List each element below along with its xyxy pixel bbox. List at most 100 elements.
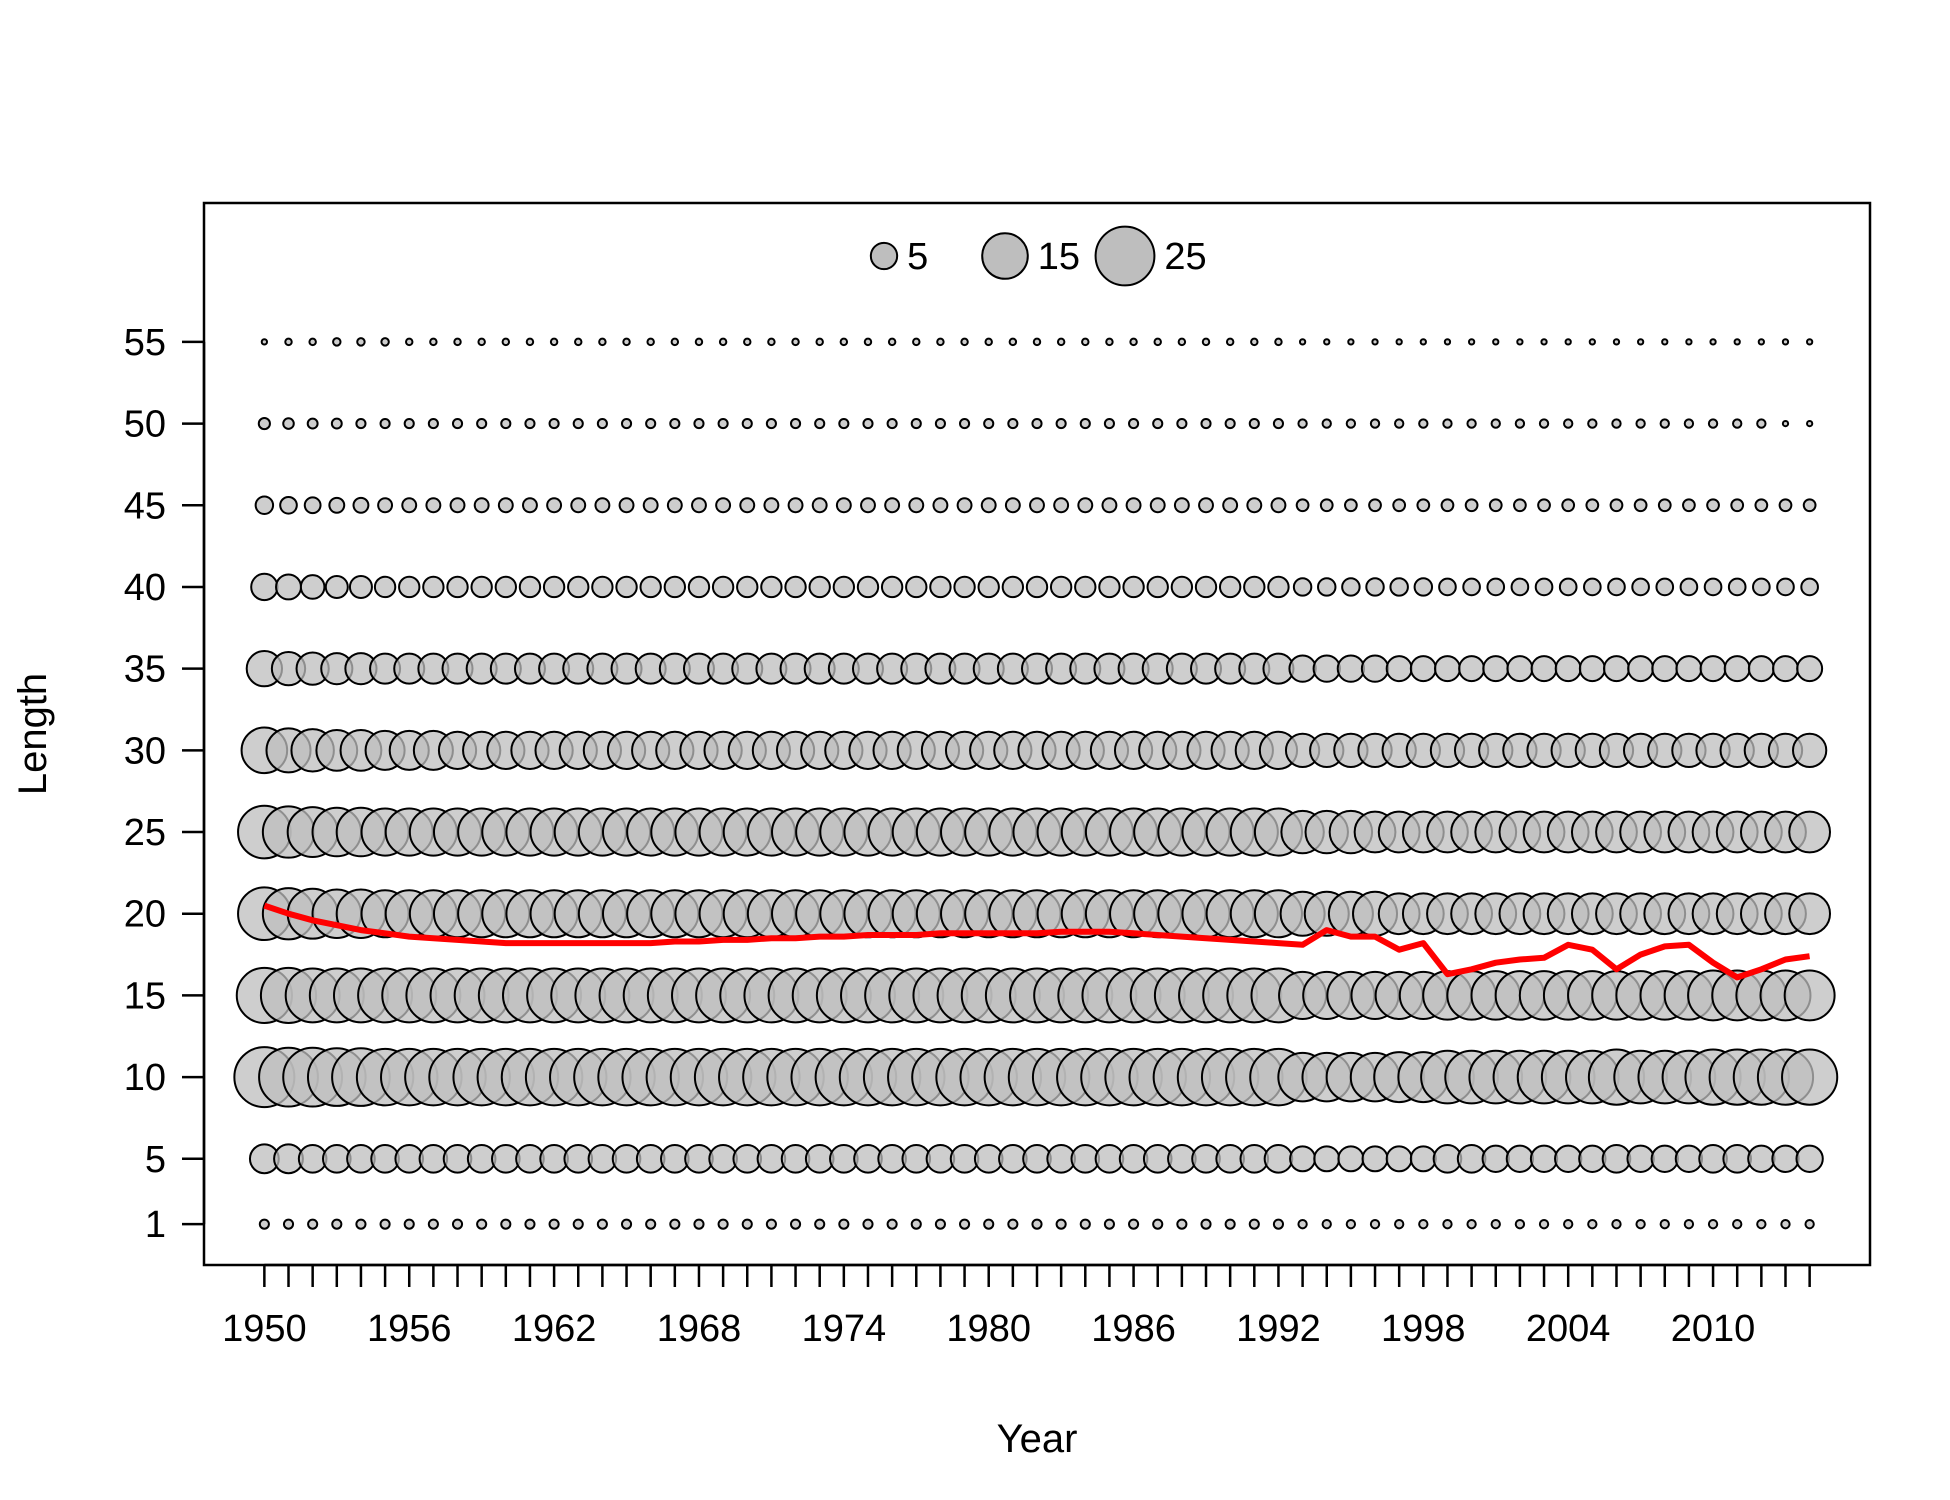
bubble-point xyxy=(1481,1144,1510,1173)
bubble-point xyxy=(615,575,638,599)
bubble-point xyxy=(1488,498,1503,513)
bubble-point xyxy=(814,418,826,430)
bubble-point xyxy=(983,418,995,430)
bubble-point xyxy=(884,497,901,514)
bubble-point xyxy=(1055,418,1067,430)
x-tick-label: 1968 xyxy=(657,1308,742,1350)
x-tick-label: 2004 xyxy=(1526,1308,1611,1350)
y-tick-label: 35 xyxy=(124,649,166,691)
bubble-point xyxy=(739,497,756,514)
bubble-point xyxy=(839,337,849,347)
bubble-point xyxy=(1514,1218,1526,1230)
bubble-point xyxy=(1056,337,1066,347)
bubble-point xyxy=(1585,498,1600,513)
bubble-point xyxy=(791,337,800,347)
legend-bubble xyxy=(1094,225,1156,287)
bubble-point xyxy=(282,417,295,430)
bubble-point xyxy=(1514,418,1526,429)
bubble-point xyxy=(1243,575,1266,599)
bubble-point xyxy=(1101,497,1118,514)
bubble-point xyxy=(1558,577,1578,597)
bubble-point xyxy=(1248,1218,1260,1230)
bubble-point xyxy=(1297,418,1308,429)
bubble-point xyxy=(1337,1145,1365,1173)
bubble-point xyxy=(1312,654,1341,683)
bubble-point xyxy=(1802,498,1817,513)
y-tick-label: 50 xyxy=(124,404,166,446)
bubble-point xyxy=(1295,498,1310,513)
bubble-point xyxy=(1458,655,1486,683)
bubble-point xyxy=(548,418,560,430)
bubble-point xyxy=(1129,337,1138,347)
bubble-point xyxy=(1267,575,1290,599)
bubble-point xyxy=(1341,577,1361,597)
bubble-point xyxy=(1661,338,1669,346)
bubble-point xyxy=(815,337,824,347)
bubble-point xyxy=(279,495,298,515)
bubble-point xyxy=(886,418,898,430)
bubble-point xyxy=(832,575,856,599)
bubble-point xyxy=(254,495,275,515)
bubble-point xyxy=(760,575,783,599)
bubble-point xyxy=(260,338,268,346)
bubble-point xyxy=(1587,1218,1598,1230)
bubble-point xyxy=(618,497,635,514)
bubble-point xyxy=(403,418,415,430)
bubble-point xyxy=(1218,575,1242,599)
bubble-point xyxy=(811,497,828,514)
x-tick-label: 1998 xyxy=(1381,1308,1466,1350)
bubble-point xyxy=(1369,418,1381,429)
bubble-point xyxy=(645,418,657,430)
y-tick-label: 15 xyxy=(124,975,166,1017)
bubble-point xyxy=(521,497,538,514)
bubble-point xyxy=(1385,1145,1413,1173)
bubble-point xyxy=(284,337,293,347)
bubble-point xyxy=(736,575,759,599)
bubble-point xyxy=(1177,337,1187,347)
bubble-point xyxy=(1198,497,1214,514)
bubble-point xyxy=(1635,1218,1646,1230)
bubble-point xyxy=(1128,1218,1140,1230)
bubble-point xyxy=(936,337,945,347)
bubble-point xyxy=(1418,418,1429,429)
bubble-point xyxy=(1274,337,1283,347)
bubble-point xyxy=(1153,337,1162,347)
bubble-point xyxy=(1442,1218,1453,1230)
bubble-point xyxy=(377,497,394,514)
bubble-point xyxy=(257,416,271,431)
bubble-point xyxy=(1505,1144,1535,1173)
bubble-point xyxy=(1360,654,1390,683)
bubble-point xyxy=(1025,575,1049,599)
bubble-point xyxy=(1125,497,1142,514)
bubble-point xyxy=(687,575,711,599)
bubble-point xyxy=(1636,338,1645,346)
bubble-point xyxy=(1433,655,1461,683)
bubble-point xyxy=(373,575,397,599)
bubble-point xyxy=(1627,655,1655,683)
bubble-point xyxy=(1004,497,1021,514)
bubble-point xyxy=(1413,577,1434,597)
bubble-point xyxy=(1224,1218,1236,1230)
bubble-point xyxy=(1194,575,1218,599)
bubble-point xyxy=(1706,498,1720,513)
bubble-point xyxy=(1149,497,1166,514)
bubble-point xyxy=(379,418,391,430)
bubble-point xyxy=(880,575,904,599)
legend-label: 25 xyxy=(1164,236,1206,278)
x-tick-label: 1986 xyxy=(1091,1308,1176,1350)
bubble-point xyxy=(959,418,971,430)
bubble-point xyxy=(1510,577,1530,597)
bubble-point xyxy=(932,497,949,514)
bubble-point xyxy=(572,418,584,430)
bubble-point xyxy=(1081,337,1090,347)
bubble-point xyxy=(1466,418,1477,429)
bubble-point xyxy=(1752,577,1771,597)
bubble-point xyxy=(476,418,488,430)
bubble-point xyxy=(1685,338,1693,346)
bubble-point xyxy=(258,1218,270,1230)
bubble-point xyxy=(1361,1145,1389,1173)
bubble-point xyxy=(1250,337,1259,347)
